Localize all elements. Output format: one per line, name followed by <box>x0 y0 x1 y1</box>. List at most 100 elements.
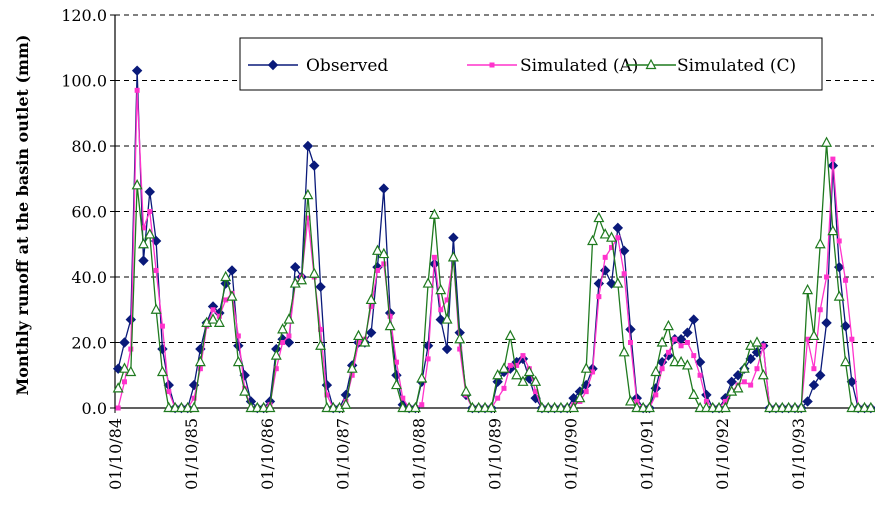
data-point <box>220 270 232 282</box>
data-point <box>115 405 121 411</box>
data-point <box>444 297 450 303</box>
data-point <box>783 401 795 413</box>
data-point <box>258 401 270 413</box>
data-point <box>371 244 383 255</box>
data-point <box>264 401 276 413</box>
x-tick-label: 01/10/87 <box>334 418 353 490</box>
data-point <box>808 329 820 341</box>
data-point <box>119 337 130 348</box>
data-point <box>846 401 858 413</box>
data-point <box>643 401 655 413</box>
legend-box <box>239 37 823 91</box>
data-point <box>722 398 728 404</box>
data-point <box>194 355 206 367</box>
data-point <box>448 232 459 243</box>
data-point <box>138 255 149 266</box>
data-point <box>356 340 362 345</box>
data-point <box>625 324 636 335</box>
data-point <box>859 401 871 413</box>
data-point <box>232 355 244 367</box>
data-point <box>245 401 257 413</box>
data-point <box>701 389 712 401</box>
data-point <box>226 290 238 301</box>
data-point <box>159 323 165 329</box>
data-point <box>226 265 238 276</box>
legend-item: Simulated (A) <box>467 56 638 76</box>
data-point <box>662 319 674 331</box>
data-point <box>665 349 671 355</box>
data-point <box>128 346 134 352</box>
data-point <box>137 237 149 249</box>
data-point <box>239 385 251 396</box>
data-point <box>719 401 731 413</box>
y-axis-ticks: 0.0 20.0 40.0 60.0 80.0 100.0 120.0 <box>61 6 115 418</box>
data-point <box>182 401 194 413</box>
data-point <box>393 359 399 365</box>
data-point <box>378 183 390 194</box>
data-point <box>656 336 668 347</box>
data-point <box>821 317 832 329</box>
data-point <box>650 365 662 377</box>
data-point <box>694 401 706 413</box>
y-tick-label: 100.0 <box>61 72 107 91</box>
data-point <box>422 277 434 288</box>
data-point <box>852 401 864 413</box>
data-point <box>302 140 314 152</box>
data-point <box>416 372 428 383</box>
x-tick-label: 01/10/93 <box>789 418 808 490</box>
data-point <box>492 368 504 380</box>
data-point <box>523 365 535 377</box>
data-point <box>770 401 782 413</box>
y-tick-label: 40.0 <box>71 268 107 287</box>
data-point <box>618 346 630 357</box>
data-point <box>454 332 466 344</box>
data-point <box>315 339 327 350</box>
data-point <box>441 343 453 355</box>
data-point <box>485 401 497 413</box>
data-point <box>599 228 611 239</box>
data-point <box>359 336 371 347</box>
data-point <box>144 228 156 239</box>
data-point <box>428 208 440 219</box>
y-tick-label: 0.0 <box>82 399 107 418</box>
data-point <box>466 401 478 413</box>
legend: Observed Simulated (A) Simulated (C) <box>239 37 823 91</box>
data-point <box>536 401 548 413</box>
data-point <box>675 355 687 367</box>
data-point <box>808 379 820 391</box>
data-point <box>814 237 826 249</box>
data-point <box>612 277 624 288</box>
data-point <box>631 401 643 413</box>
data-point <box>751 336 763 347</box>
data-point <box>627 340 633 345</box>
data-point <box>479 401 491 413</box>
data-point <box>419 402 425 408</box>
x-tick-label: 01/10/89 <box>486 418 505 490</box>
data-point <box>637 401 649 413</box>
data-point <box>169 401 181 413</box>
data-point <box>757 368 769 380</box>
data-point <box>802 396 813 407</box>
data-point <box>321 401 333 413</box>
data-point <box>507 362 513 368</box>
data-point <box>150 303 162 314</box>
data-point <box>602 254 608 260</box>
data-point <box>270 349 282 360</box>
data-point <box>587 234 599 246</box>
data-point <box>501 385 507 391</box>
data-point <box>207 313 219 324</box>
legend-item: Observed <box>248 56 388 76</box>
data-point <box>441 313 453 324</box>
data-point <box>511 368 523 380</box>
data-point <box>514 362 520 368</box>
data-point <box>815 370 826 381</box>
data-point <box>821 136 833 147</box>
data-point <box>795 401 807 413</box>
data-point <box>216 313 222 319</box>
data-point <box>134 87 140 93</box>
data-point <box>374 267 380 273</box>
data-point <box>517 375 529 386</box>
data-point <box>634 398 640 404</box>
data-point <box>340 398 352 409</box>
